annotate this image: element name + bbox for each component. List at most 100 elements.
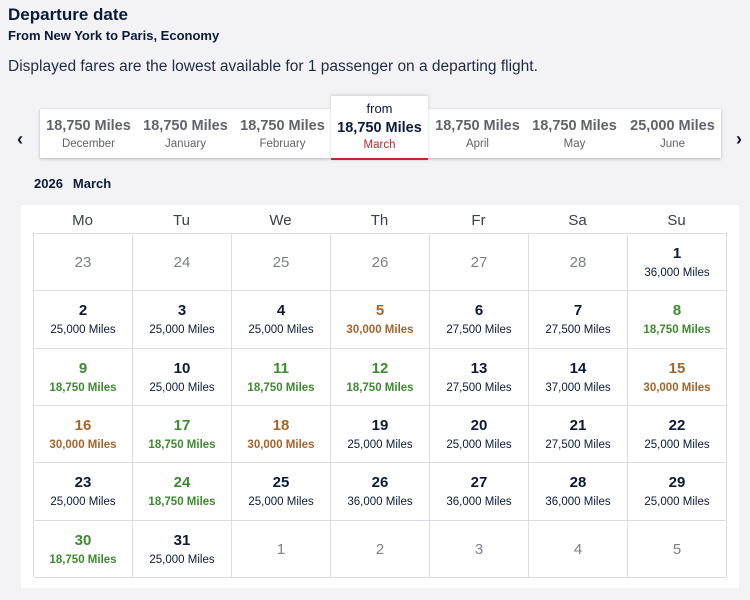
day-number: 24 — [173, 254, 191, 271]
calendar-day-outside: 24 — [133, 234, 232, 292]
calendar-day[interactable]: 4 25,000 Miles — [232, 291, 331, 349]
day-fare: 27,500 Miles — [545, 324, 611, 337]
calendar-day[interactable]: 30 18,750 Miles — [34, 520, 133, 578]
month-price: 18,750 Miles — [143, 118, 228, 134]
calendar-day-outside: 25 — [232, 234, 331, 292]
day-fare: 25,000 Miles — [149, 324, 215, 337]
day-number: 5 — [672, 540, 682, 558]
calendar-day[interactable]: 12 18,750 Miles — [331, 348, 430, 406]
day-fare: 18,750 Miles — [247, 381, 315, 394]
calendar-day-outside: 23 — [34, 234, 133, 292]
weekday-label: Mo — [72, 212, 93, 229]
month-tab-may[interactable]: 18,750 Miles May — [526, 109, 623, 158]
month-price: 18,750 Miles — [46, 118, 131, 134]
day-fare: 25,000 Miles — [644, 496, 710, 509]
day-fare: 25,000 Miles — [644, 438, 710, 451]
day-fare: 36,000 Miles — [446, 496, 512, 509]
calendar-day[interactable]: 29 25,000 Miles — [628, 463, 727, 521]
calendar-day[interactable]: 1 36,000 Miles — [628, 234, 727, 292]
calendar-day[interactable]: 27 36,000 Miles — [430, 463, 529, 521]
day-number: 29 — [668, 474, 686, 492]
calendar-day[interactable]: 25 25,000 Miles — [232, 463, 331, 521]
calendar-day[interactable]: 18 30,000 Miles — [232, 405, 331, 464]
calendar-day[interactable]: 3 25,000 Miles — [133, 291, 232, 349]
month-tab-february[interactable]: 18,750 Miles February — [234, 109, 331, 158]
calendar-day[interactable]: 19 25,000 Miles — [331, 405, 430, 464]
calendar-day-outside: 4 — [529, 520, 628, 578]
day-number: 4 — [276, 302, 286, 320]
weekday-label: Su — [667, 212, 686, 229]
day-number: 9 — [78, 359, 88, 377]
calendar-day[interactable]: 24 18,750 Miles — [133, 463, 232, 521]
day-number: 4 — [573, 540, 583, 558]
day-number: 22 — [668, 416, 686, 434]
day-fare: 18,750 Miles — [346, 381, 414, 394]
day-number: 12 — [371, 359, 389, 377]
day-number: 2 — [375, 540, 385, 558]
day-fare: 25,000 Miles — [347, 438, 413, 451]
calendar-day[interactable]: 15 30,000 Miles — [628, 348, 727, 406]
calendar-day[interactable]: 11 18,750 Miles — [232, 348, 331, 406]
day-fare: 25,000 Miles — [248, 324, 314, 337]
calendar-day[interactable]: 20 25,000 Miles — [430, 405, 529, 464]
month-tab-march[interactable]: from 18,750 Miles March — [331, 96, 428, 160]
day-number: 18 — [272, 416, 290, 434]
day-number: 7 — [573, 302, 583, 320]
month-price: 18,750 Miles — [240, 118, 325, 134]
day-fare: 27,500 Miles — [545, 438, 611, 451]
day-number: 23 — [74, 254, 92, 271]
day-number: 1 — [672, 245, 682, 262]
day-number: 20 — [470, 416, 488, 434]
calendar-day-outside: 1 — [232, 520, 331, 578]
day-fare: 18,750 Miles — [148, 496, 216, 509]
day-number: 21 — [569, 416, 587, 434]
day-number: 27 — [470, 474, 488, 492]
calendar-day[interactable]: 14 37,000 Miles — [529, 348, 628, 406]
month-tab-april[interactable]: 18,750 Miles April — [429, 109, 526, 158]
day-fare: 27,500 Miles — [446, 381, 512, 394]
calendar-day[interactable]: 13 27,500 Miles — [430, 348, 529, 406]
day-fare: 25,000 Miles — [50, 496, 116, 509]
calendar-day[interactable]: 10 25,000 Miles — [133, 348, 232, 406]
calendar-day[interactable]: 21 27,500 Miles — [529, 405, 628, 464]
day-number: 5 — [375, 302, 385, 320]
weekday-label: Fr — [471, 212, 486, 229]
weekday-label: Sa — [568, 212, 587, 229]
month-name: February — [259, 138, 306, 150]
calendar-day[interactable]: 2 25,000 Miles — [34, 291, 133, 349]
day-fare: 18,750 Miles — [49, 553, 117, 566]
calendar-day[interactable]: 23 25,000 Miles — [34, 463, 133, 521]
calendar-day[interactable]: 5 30,000 Miles — [331, 291, 430, 349]
day-number: 11 — [273, 359, 289, 377]
calendar-day[interactable]: 9 18,750 Miles — [34, 348, 133, 406]
calendar-day[interactable]: 16 30,000 Miles — [34, 405, 133, 464]
month-price: 18,750 Miles — [532, 118, 617, 134]
calendar-day[interactable]: 7 27,500 Miles — [529, 291, 628, 349]
calendar-day[interactable]: 31 25,000 Miles — [133, 520, 232, 578]
chevron-left-icon[interactable]: ‹ — [17, 128, 23, 149]
month-tab-january[interactable]: 18,750 Miles January — [137, 109, 234, 158]
calendar-day[interactable]: 22 25,000 Miles — [628, 405, 727, 464]
month-tab-june[interactable]: 25,000 Miles June — [624, 109, 721, 158]
day-fare: 37,000 Miles — [545, 381, 611, 394]
month-price: 18,750 Miles — [435, 118, 520, 134]
day-number: 14 — [569, 359, 587, 377]
calendar-day[interactable]: 17 18,750 Miles — [133, 405, 232, 464]
calendar-day[interactable]: 8 18,750 Miles — [628, 291, 727, 349]
month-price: 25,000 Miles — [630, 118, 715, 134]
calendar-day[interactable]: 6 27,500 Miles — [430, 291, 529, 349]
day-number: 1 — [276, 540, 286, 558]
chevron-right-icon[interactable]: › — [736, 128, 742, 149]
fare-note: Displayed fares are the lowest available… — [8, 58, 538, 75]
route-subtitle: From New York to Paris, Economy — [8, 28, 220, 43]
day-fare: 25,000 Miles — [446, 438, 512, 451]
day-fare: 25,000 Miles — [248, 496, 314, 509]
calendar-day[interactable]: 28 36,000 Miles — [529, 463, 628, 521]
day-fare: 18,750 Miles — [49, 381, 117, 394]
day-fare: 25,000 Miles — [149, 381, 215, 394]
day-number: 17 — [173, 416, 191, 434]
day-fare: 30,000 Miles — [346, 324, 414, 337]
calendar-day-outside: 27 — [430, 234, 529, 292]
calendar-day[interactable]: 26 36,000 Miles — [331, 463, 430, 521]
month-tab-december[interactable]: 18,750 Miles December — [40, 109, 137, 158]
